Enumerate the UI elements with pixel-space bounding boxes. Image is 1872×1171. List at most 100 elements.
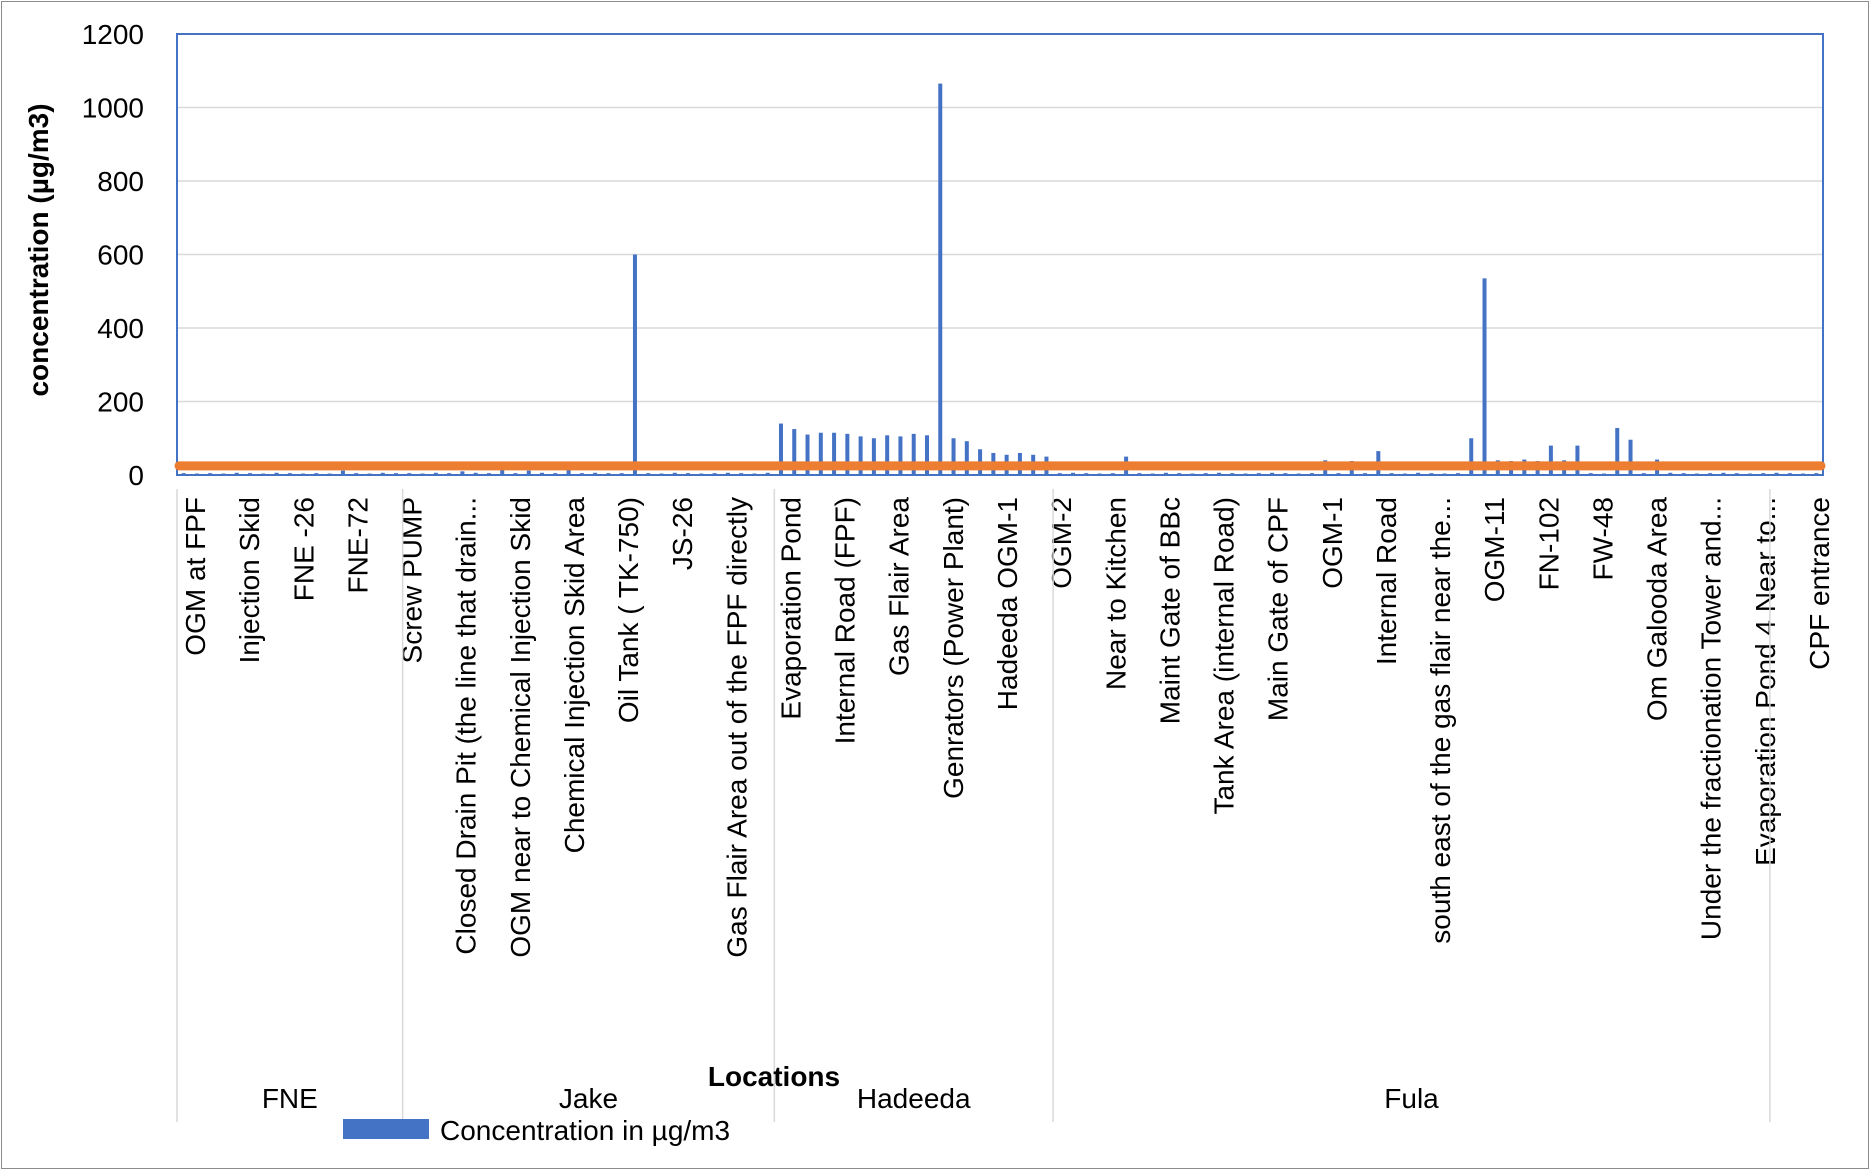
y-tick-label: 1200 <box>82 19 144 50</box>
bar <box>845 433 850 475</box>
bar <box>832 432 837 475</box>
x-tick-label: OGM-1 <box>1317 497 1348 589</box>
x-tick-label: Under the fractionation Tower and... <box>1696 497 1727 940</box>
y-axis-label: concentration (µg/m3) <box>23 103 54 396</box>
bar <box>526 470 531 475</box>
y-tick-label: 200 <box>97 387 144 418</box>
bar <box>725 472 730 475</box>
bar <box>818 432 823 475</box>
bar <box>1721 472 1726 475</box>
group-label: FNE <box>262 1083 318 1114</box>
bar <box>1668 472 1673 475</box>
bar <box>566 469 571 475</box>
y-tick-label: 1000 <box>82 93 144 124</box>
bar <box>380 472 385 475</box>
plot-border <box>176 33 1824 476</box>
grid-lines <box>177 106 1823 403</box>
x-axis-label: Locations <box>708 1061 840 1092</box>
bar <box>1163 472 1168 475</box>
x-tick-label: OGM-2 <box>1046 497 1077 589</box>
bar <box>1575 445 1580 475</box>
group-labels: FNE Jake Hadeeda Fula <box>176 489 1771 1122</box>
bar <box>274 472 279 475</box>
group-label: Jake <box>559 1083 618 1114</box>
bar <box>593 472 598 475</box>
x-tick-label: CPF entrance <box>1804 497 1835 670</box>
bar <box>632 254 637 475</box>
x-tick-label: Near to Kitchen <box>1100 497 1131 690</box>
bar <box>792 429 797 475</box>
bar <box>234 472 239 475</box>
x-tick-label: Tank Area (internal Road) <box>1209 497 1240 815</box>
bar <box>500 465 505 475</box>
group-label: Fula <box>1384 1083 1439 1114</box>
x-tick-label: Evaporation Pond 4 Near to... <box>1750 497 1781 866</box>
x-tick-label: OGM-11 <box>1479 497 1510 602</box>
bar <box>1548 445 1553 475</box>
plot-border-rect <box>176 33 1824 476</box>
bar <box>460 471 465 475</box>
x-tick-label: Maint Gate of BBc <box>1154 497 1185 724</box>
x-tick-label: Genrators (Power Plant) <box>938 497 969 799</box>
x-tick-label: Oil Tank ( TK-750) <box>613 497 644 723</box>
x-tick-label: Om Galooda Area <box>1642 497 1673 722</box>
bar <box>1469 438 1474 475</box>
bar <box>1774 472 1779 475</box>
group-label: Hadeeda <box>857 1083 971 1114</box>
bar <box>672 472 677 475</box>
x-tick-label: Screw PUMP <box>397 497 428 663</box>
bar <box>871 438 876 475</box>
y-tick-label: 600 <box>97 240 144 271</box>
bar <box>858 436 863 475</box>
x-tick-label: FNE-72 <box>342 497 373 593</box>
x-tick-label: Injection Skid <box>234 497 265 664</box>
x-tick-labels: OGM at FPF Injection Skid FNE -26 FNE-72 Scr… <box>180 497 1835 958</box>
bar <box>1482 278 1487 475</box>
bar <box>340 470 345 475</box>
bar <box>924 435 929 475</box>
y-tick-label: 800 <box>97 166 144 197</box>
bar <box>1270 472 1275 475</box>
bar <box>433 472 438 475</box>
x-tick-label: Gas Flair Area out of the FPF directly <box>721 497 752 958</box>
x-tick-label: Internal Road (FPF) <box>830 497 861 744</box>
bars <box>181 83 1819 476</box>
bar <box>778 423 783 475</box>
bar <box>911 433 916 475</box>
x-tick-label: Hadeeda OGM-1 <box>992 497 1023 710</box>
x-tick-label: FN-102 <box>1533 497 1564 590</box>
x-tick-label: OGM near to Chemical Injection Skid <box>505 497 536 958</box>
y-tick-label: 0 <box>128 460 144 491</box>
bar <box>1217 472 1222 475</box>
bar <box>1416 472 1421 475</box>
bar <box>473 472 478 475</box>
bar <box>951 438 956 475</box>
bar <box>898 436 903 475</box>
bar <box>938 83 943 476</box>
x-tick-label: Closed Drain Pit (the line that drain... <box>451 497 482 955</box>
x-tick-label: Internal Road <box>1371 497 1402 665</box>
bar <box>964 441 969 475</box>
legend-label: Concentration in µg/m3 <box>440 1115 730 1146</box>
bar <box>1615 427 1620 475</box>
x-tick-label: OGM at FPF <box>180 497 211 656</box>
x-tick-label: FNE -26 <box>288 497 319 601</box>
x-tick-label: Evaporation Pond <box>775 497 806 720</box>
x-tick-label: south east of the gas flair near the... <box>1425 497 1456 944</box>
bar <box>765 472 770 475</box>
x-tick-label: Chemical Injection Skid Area <box>559 497 590 854</box>
x-tick-label: Gas Flair Area <box>884 497 915 676</box>
legend-swatch <box>343 1119 429 1139</box>
bar <box>1628 439 1633 475</box>
x-tick-label: Main Gate of CPF <box>1263 497 1294 721</box>
y-tick-label: 400 <box>97 313 144 344</box>
y-tick-labels: 0 200 400 600 800 1000 1200 <box>82 19 144 491</box>
x-tick-label: FW-48 <box>1587 497 1618 581</box>
legend: Concentration in µg/m3 <box>343 1115 730 1146</box>
bar <box>1071 472 1076 475</box>
x-tick-label: JS-26 <box>667 497 698 570</box>
bar <box>885 435 890 475</box>
bar <box>540 472 545 475</box>
